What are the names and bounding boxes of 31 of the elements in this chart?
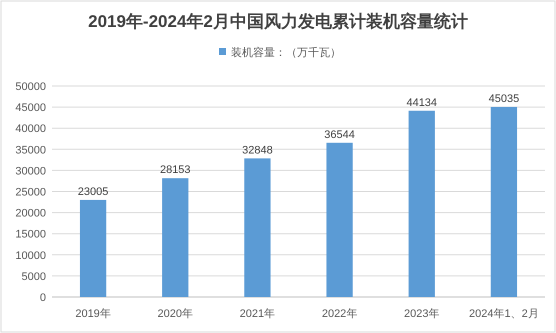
data-label: 45035 <box>488 92 520 105</box>
bar <box>326 142 353 297</box>
legend-label: 装机容量：（万千瓦） <box>231 46 341 59</box>
data-label: 32848 <box>242 144 273 156</box>
bar <box>408 110 435 297</box>
bar <box>490 106 518 297</box>
x-tick-label: 2019年 <box>75 308 111 320</box>
y-tick-label: 25000 <box>15 186 46 198</box>
y-tick-label: 10000 <box>15 250 46 262</box>
x-tick-label: 2020年 <box>158 308 193 320</box>
y-tick-label: 15000 <box>15 228 46 241</box>
bar <box>162 178 188 297</box>
chart-title: 2019年-2024年2月中国风力发电累计装机容量统计 <box>88 12 468 31</box>
x-tick-label: 2024年1、2月 <box>469 308 539 320</box>
y-tick-label: 0 <box>40 292 46 304</box>
x-tick-label: 2022年 <box>322 308 358 320</box>
y-tick-label: 45000 <box>15 102 46 114</box>
data-label: 36544 <box>324 128 355 141</box>
y-tick-label: 35000 <box>15 144 46 156</box>
y-tick-label: 30000 <box>15 165 46 178</box>
bar <box>244 158 271 297</box>
y-tick-label: 5000 <box>22 270 46 283</box>
x-tick-label: 2021年 <box>240 308 276 320</box>
data-label: 44134 <box>406 96 438 109</box>
bar <box>80 200 106 297</box>
y-tick-label: 50000 <box>15 81 46 93</box>
data-label: 23005 <box>78 186 108 198</box>
x-tick-label: 2023年 <box>404 308 440 320</box>
data-label: 28153 <box>160 164 191 176</box>
y-tick-label: 40000 <box>15 123 46 136</box>
y-tick-label: 20000 <box>15 208 46 220</box>
